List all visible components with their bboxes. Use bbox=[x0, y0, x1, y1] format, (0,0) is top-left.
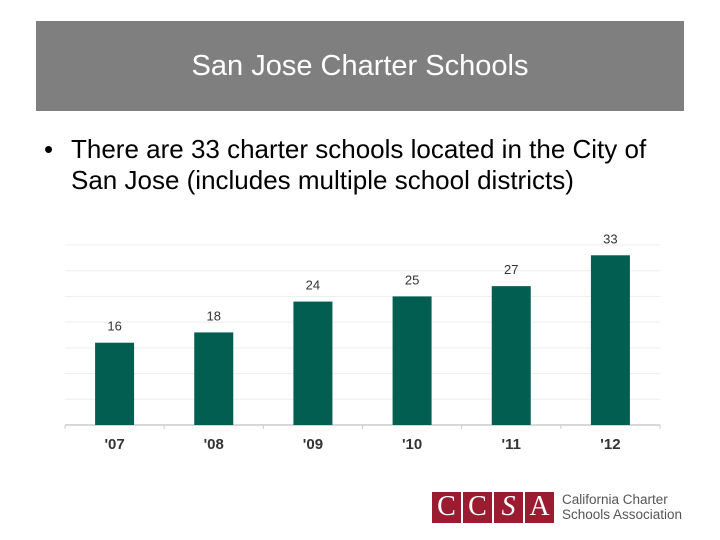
bullet-point: • There are 33 charter schools located i… bbox=[44, 134, 664, 196]
data-label: 16 bbox=[107, 319, 121, 334]
x-tick-label: '07 bbox=[104, 436, 124, 453]
bar bbox=[491, 286, 531, 425]
data-label: 18 bbox=[207, 308, 221, 323]
bullet-text: There are 33 charter schools located in … bbox=[71, 134, 647, 195]
x-tick-label: '12 bbox=[600, 436, 620, 453]
x-tick-label: '11 bbox=[502, 436, 521, 453]
slide-title: San Jose Charter Schools bbox=[191, 49, 529, 82]
bar bbox=[392, 296, 432, 425]
x-tick-label: '10 bbox=[402, 436, 422, 453]
bar bbox=[293, 301, 333, 425]
logo-letter-a: A bbox=[525, 491, 554, 523]
ccsa-logo: C C S A California Charter Schools Assoc… bbox=[432, 491, 682, 523]
logo-letter-s: S bbox=[494, 491, 523, 523]
data-label: 24 bbox=[306, 278, 320, 293]
title-bar: San Jose Charter Schools bbox=[36, 21, 684, 111]
logo-letter-c1: C bbox=[432, 491, 461, 523]
bar bbox=[590, 255, 630, 425]
x-tick-label: '08 bbox=[204, 436, 224, 453]
logo-name: California Charter Schools Association bbox=[562, 492, 682, 522]
data-label: 25 bbox=[405, 272, 419, 287]
bar bbox=[194, 332, 234, 425]
x-tick-label: '09 bbox=[303, 436, 323, 453]
logo-name-line1: California Charter bbox=[562, 492, 668, 507]
bar-chart: 16 '07 18 '08 24 '09 25 '10 27 '11 33 '12 bbox=[64, 231, 661, 453]
data-label: 33 bbox=[603, 231, 617, 246]
data-label: 27 bbox=[504, 262, 518, 277]
bar bbox=[95, 342, 135, 425]
logo-letter-c2: C bbox=[463, 491, 492, 523]
bullet-symbol: • bbox=[44, 134, 54, 164]
logo-name-line2: Schools Association bbox=[562, 507, 683, 522]
